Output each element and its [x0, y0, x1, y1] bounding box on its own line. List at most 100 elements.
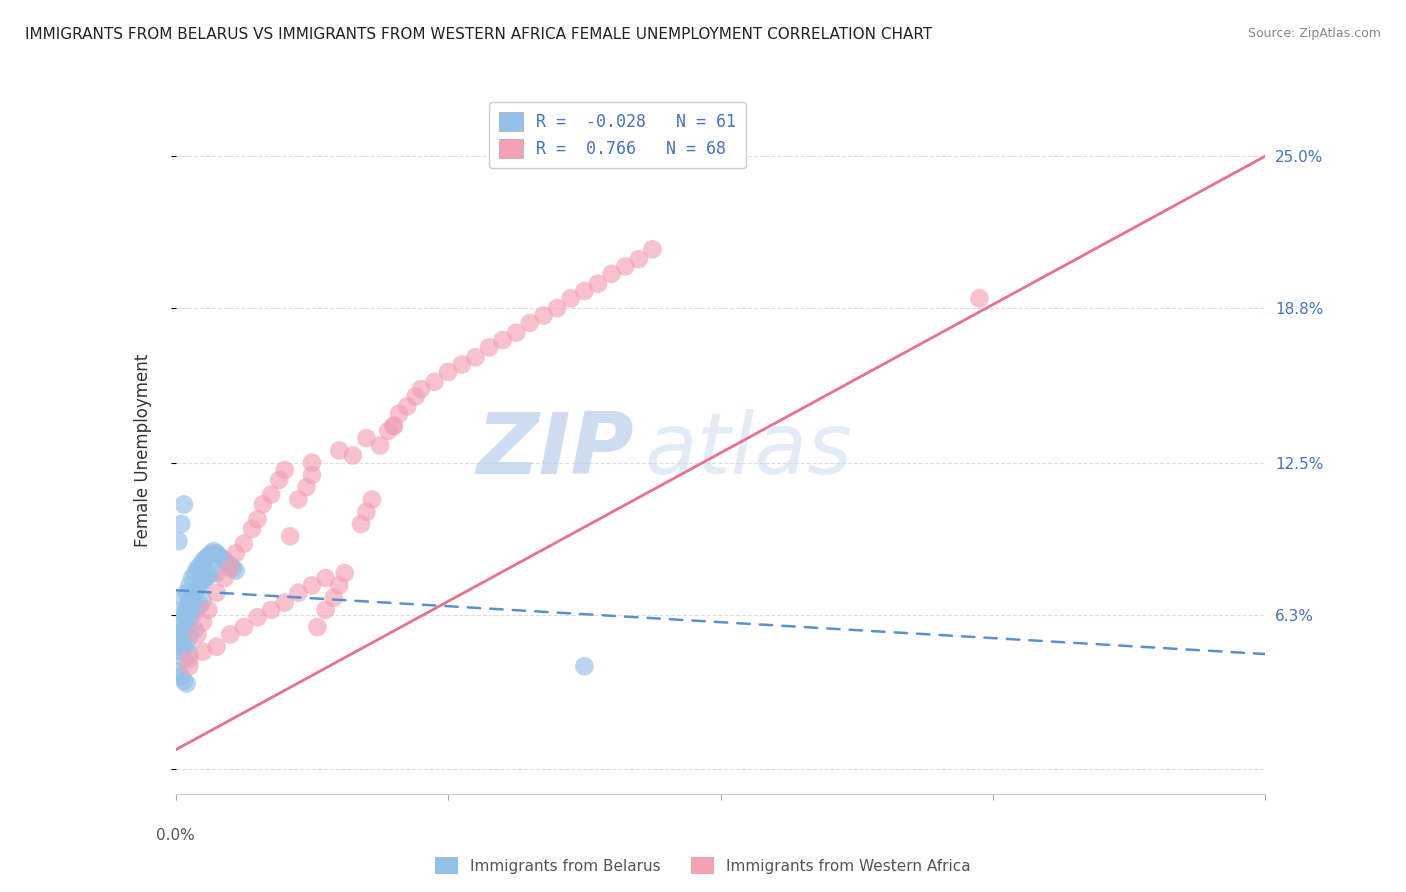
Legend: R =  -0.028   N = 61, R =  0.766   N = 68: R = -0.028 N = 61, R = 0.766 N = 68 [489, 102, 745, 169]
Point [533, 309, 555, 323]
Point [301, 578, 323, 592]
Text: Source: ZipAtlas.com: Source: ZipAtlas.com [1247, 27, 1381, 40]
Point [191, 554, 214, 568]
Point [179, 647, 201, 661]
Point [350, 517, 373, 532]
Point [173, 652, 195, 666]
Legend: Immigrants from Belarus, Immigrants from Western Africa: Immigrants from Belarus, Immigrants from… [429, 851, 977, 880]
Point [179, 652, 201, 666]
Point [546, 301, 568, 316]
Point [205, 546, 228, 561]
Point [202, 544, 225, 558]
Point [246, 512, 269, 526]
Point [219, 558, 242, 573]
Point [409, 382, 432, 396]
Point [176, 676, 198, 690]
Point [423, 375, 446, 389]
Text: 0.0%: 0.0% [156, 828, 195, 843]
Point [437, 365, 460, 379]
Point [301, 456, 323, 470]
Text: atlas: atlas [644, 409, 852, 492]
Point [208, 549, 231, 563]
Point [478, 341, 501, 355]
Point [205, 586, 228, 600]
Point [396, 400, 419, 414]
Point [191, 574, 214, 588]
Point [191, 615, 214, 630]
Point [167, 534, 190, 549]
Point [356, 431, 378, 445]
Point [173, 624, 195, 639]
Point [274, 463, 297, 477]
Point [173, 674, 195, 689]
Point [574, 284, 596, 298]
Point [641, 243, 664, 257]
Point [179, 613, 201, 627]
Point [211, 551, 233, 566]
Point [240, 522, 263, 536]
Point [377, 424, 399, 438]
Point [301, 467, 323, 482]
Point [260, 603, 283, 617]
Point [167, 615, 190, 630]
Point [274, 596, 297, 610]
Point [186, 627, 209, 641]
Point [188, 578, 211, 592]
Point [464, 350, 486, 364]
Point [194, 551, 217, 566]
Point [173, 640, 195, 654]
Point [356, 505, 378, 519]
Point [170, 635, 193, 649]
Point [342, 449, 364, 463]
Point [179, 596, 201, 610]
Point [328, 578, 350, 592]
Point [188, 598, 211, 612]
Point [225, 546, 247, 561]
Point [307, 620, 329, 634]
Point [388, 407, 411, 421]
Point [450, 358, 472, 372]
Point [179, 578, 201, 592]
Point [505, 326, 527, 340]
Point [197, 603, 219, 617]
Point [492, 333, 515, 347]
Point [167, 640, 190, 654]
Point [586, 277, 609, 291]
Point [315, 603, 337, 617]
Point [368, 439, 391, 453]
Point [170, 603, 193, 617]
Point [519, 316, 541, 330]
Point [614, 260, 637, 274]
Point [328, 443, 350, 458]
Point [200, 546, 222, 561]
Point [252, 498, 274, 512]
Point [219, 627, 242, 641]
Point [194, 571, 217, 585]
Point [246, 610, 269, 624]
Point [205, 640, 228, 654]
Text: ZIP: ZIP [475, 409, 633, 492]
Point [191, 593, 214, 607]
Text: IMMIGRANTS FROM BELARUS VS IMMIGRANTS FROM WESTERN AFRICA FEMALE UNEMPLOYMENT CO: IMMIGRANTS FROM BELARUS VS IMMIGRANTS FR… [25, 27, 932, 42]
Point [181, 571, 204, 585]
Point [176, 620, 198, 634]
Point [322, 591, 344, 605]
Point [205, 566, 228, 581]
Point [232, 620, 254, 634]
Point [181, 607, 204, 622]
Point [969, 291, 991, 305]
Point [405, 389, 427, 403]
Point [197, 568, 219, 582]
Point [232, 537, 254, 551]
Point [181, 591, 204, 605]
Point [197, 549, 219, 563]
Point [176, 637, 198, 651]
Point [217, 557, 239, 571]
Point [200, 566, 222, 581]
Point [179, 659, 201, 673]
Point [173, 591, 195, 605]
Point [574, 659, 596, 673]
Point [188, 558, 211, 573]
Point [287, 586, 309, 600]
Point [176, 603, 198, 617]
